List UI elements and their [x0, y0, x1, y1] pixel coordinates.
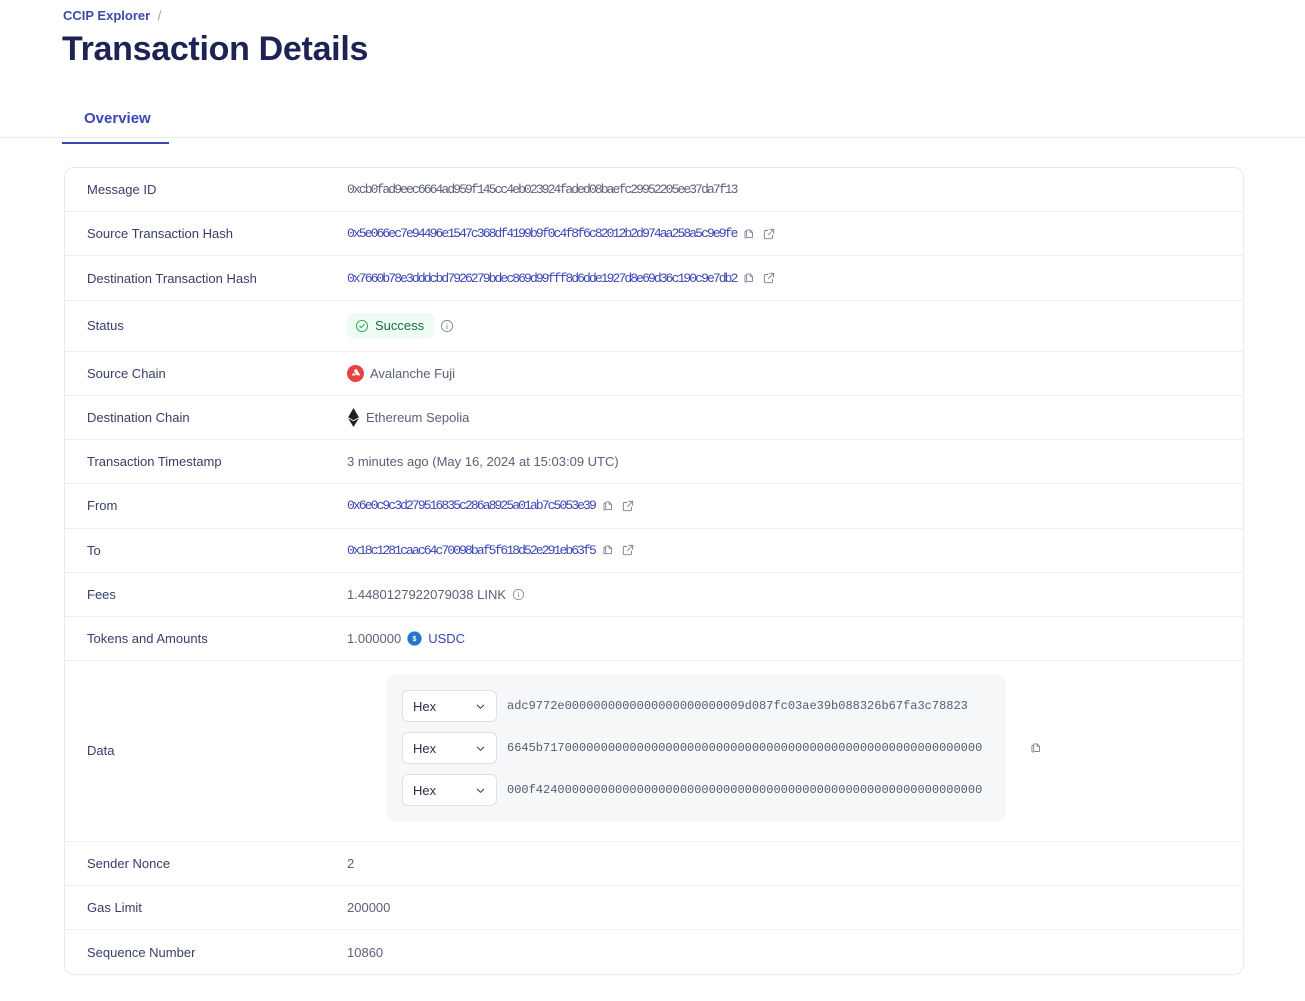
svg-text:$: $	[413, 636, 417, 643]
